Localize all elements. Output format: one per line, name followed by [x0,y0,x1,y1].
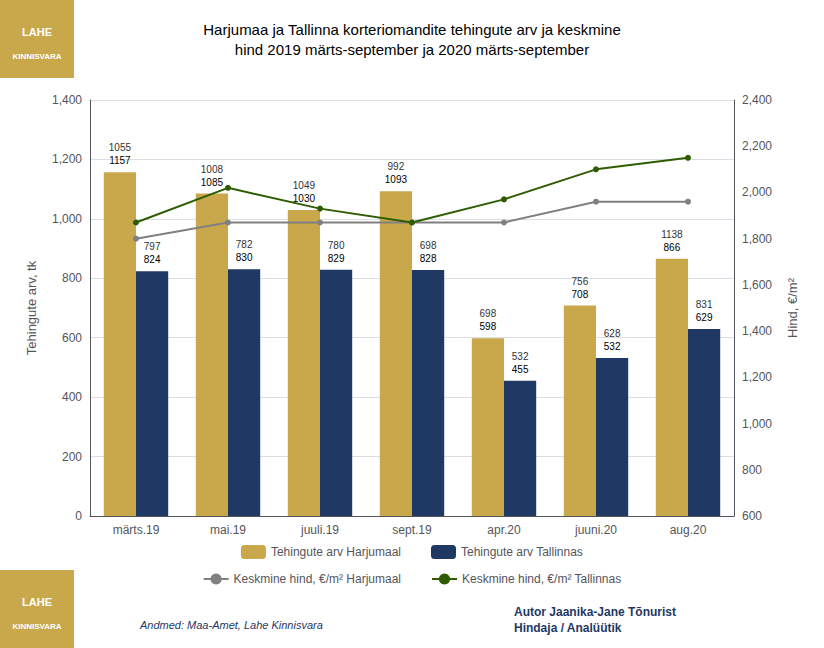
svg-text:782: 782 [236,239,253,250]
svg-text:829: 829 [328,253,345,264]
svg-text:LAHE: LAHE [22,26,52,38]
svg-text:1,000: 1,000 [52,212,82,226]
svg-text:708: 708 [572,289,589,300]
svg-text:aug.20: aug.20 [670,523,707,537]
svg-text:532: 532 [512,351,529,362]
svg-text:Tehingute arv Harjumaal: Tehingute arv Harjumaal [271,545,401,559]
svg-text:KINNISVARA: KINNISVARA [12,622,61,631]
svg-text:824: 824 [144,254,161,265]
svg-text:866: 866 [664,242,681,253]
svg-text:629: 629 [696,312,713,323]
svg-text:Tehingute arv Tallinnas: Tehingute arv Tallinnas [461,545,583,559]
svg-text:400: 400 [62,390,82,404]
svg-text:1,600: 1,600 [742,278,772,292]
svg-text:1,200: 1,200 [742,370,772,384]
svg-text:0: 0 [75,509,82,523]
svg-text:juuni.20: juuni.20 [574,523,617,537]
svg-text:LAHE: LAHE [22,596,52,608]
svg-text:756: 756 [572,276,589,287]
svg-text:1055: 1055 [109,142,132,153]
svg-text:698: 698 [480,308,497,319]
svg-text:780: 780 [328,240,345,251]
svg-text:1157: 1157 [109,155,131,166]
svg-text:2,200: 2,200 [742,139,772,153]
svg-text:1008: 1008 [201,164,224,175]
svg-text:698: 698 [420,240,437,251]
svg-text:sept.19: sept.19 [392,523,432,537]
svg-text:Tehingute arv, tk: Tehingute arv, tk [24,260,39,355]
svg-text:800: 800 [742,463,762,477]
svg-text:992: 992 [388,161,405,172]
svg-text:600: 600 [62,331,82,345]
svg-text:märts.19: märts.19 [113,523,160,537]
svg-text:455: 455 [512,364,529,375]
svg-text:Keskmine hind, €/m² Tallinnas: Keskmine hind, €/m² Tallinnas [462,572,621,586]
svg-text:2,400: 2,400 [742,93,772,107]
svg-text:797: 797 [144,241,161,252]
svg-text:KINNISVARA: KINNISVARA [12,52,61,61]
svg-text:598: 598 [480,321,497,332]
svg-text:1085: 1085 [201,177,224,188]
svg-text:Hindaja / Analüütik: Hindaja / Analüütik [514,621,622,635]
svg-text:828: 828 [420,253,437,264]
svg-text:hind 2019 märts-september ja 2: hind 2019 märts-september ja 2020 märts-… [235,41,589,58]
svg-text:1,400: 1,400 [742,324,772,338]
svg-text:Andmed: Maa-Amet, Lahe Kinnisv: Andmed: Maa-Amet, Lahe Kinnisvara [139,619,323,631]
svg-text:200: 200 [62,450,82,464]
svg-text:1,800: 1,800 [742,232,772,246]
svg-text:1,000: 1,000 [742,417,772,431]
svg-text:2,000: 2,000 [742,185,772,199]
svg-text:1049: 1049 [293,180,316,191]
svg-text:Autor Jaanika-Jane Tõnurist: Autor Jaanika-Jane Tõnurist [514,605,676,619]
svg-text:628: 628 [604,328,621,339]
svg-text:1030: 1030 [292,192,315,204]
svg-text:830: 830 [236,252,253,263]
svg-text:Hind, €/m²: Hind, €/m² [785,277,800,338]
svg-text:apr.20: apr.20 [487,523,521,537]
svg-text:1,400: 1,400 [52,93,82,107]
svg-text:532: 532 [604,341,621,352]
svg-text:Keskmine hind, €/m² Harjumaal: Keskmine hind, €/m² Harjumaal [234,572,401,586]
svg-text:831: 831 [696,299,713,310]
svg-text:1138: 1138 [661,229,683,240]
svg-text:600: 600 [742,509,762,523]
svg-text:mai.19: mai.19 [210,523,246,537]
svg-text:1,200: 1,200 [52,152,82,166]
svg-text:1093: 1093 [385,174,408,185]
svg-text:800: 800 [62,271,82,285]
svg-text:Harjumaa ja Tallinna korteriom: Harjumaa ja Tallinna korteriomandite teh… [203,21,620,38]
svg-text:juuli.19: juuli.19 [300,523,339,537]
